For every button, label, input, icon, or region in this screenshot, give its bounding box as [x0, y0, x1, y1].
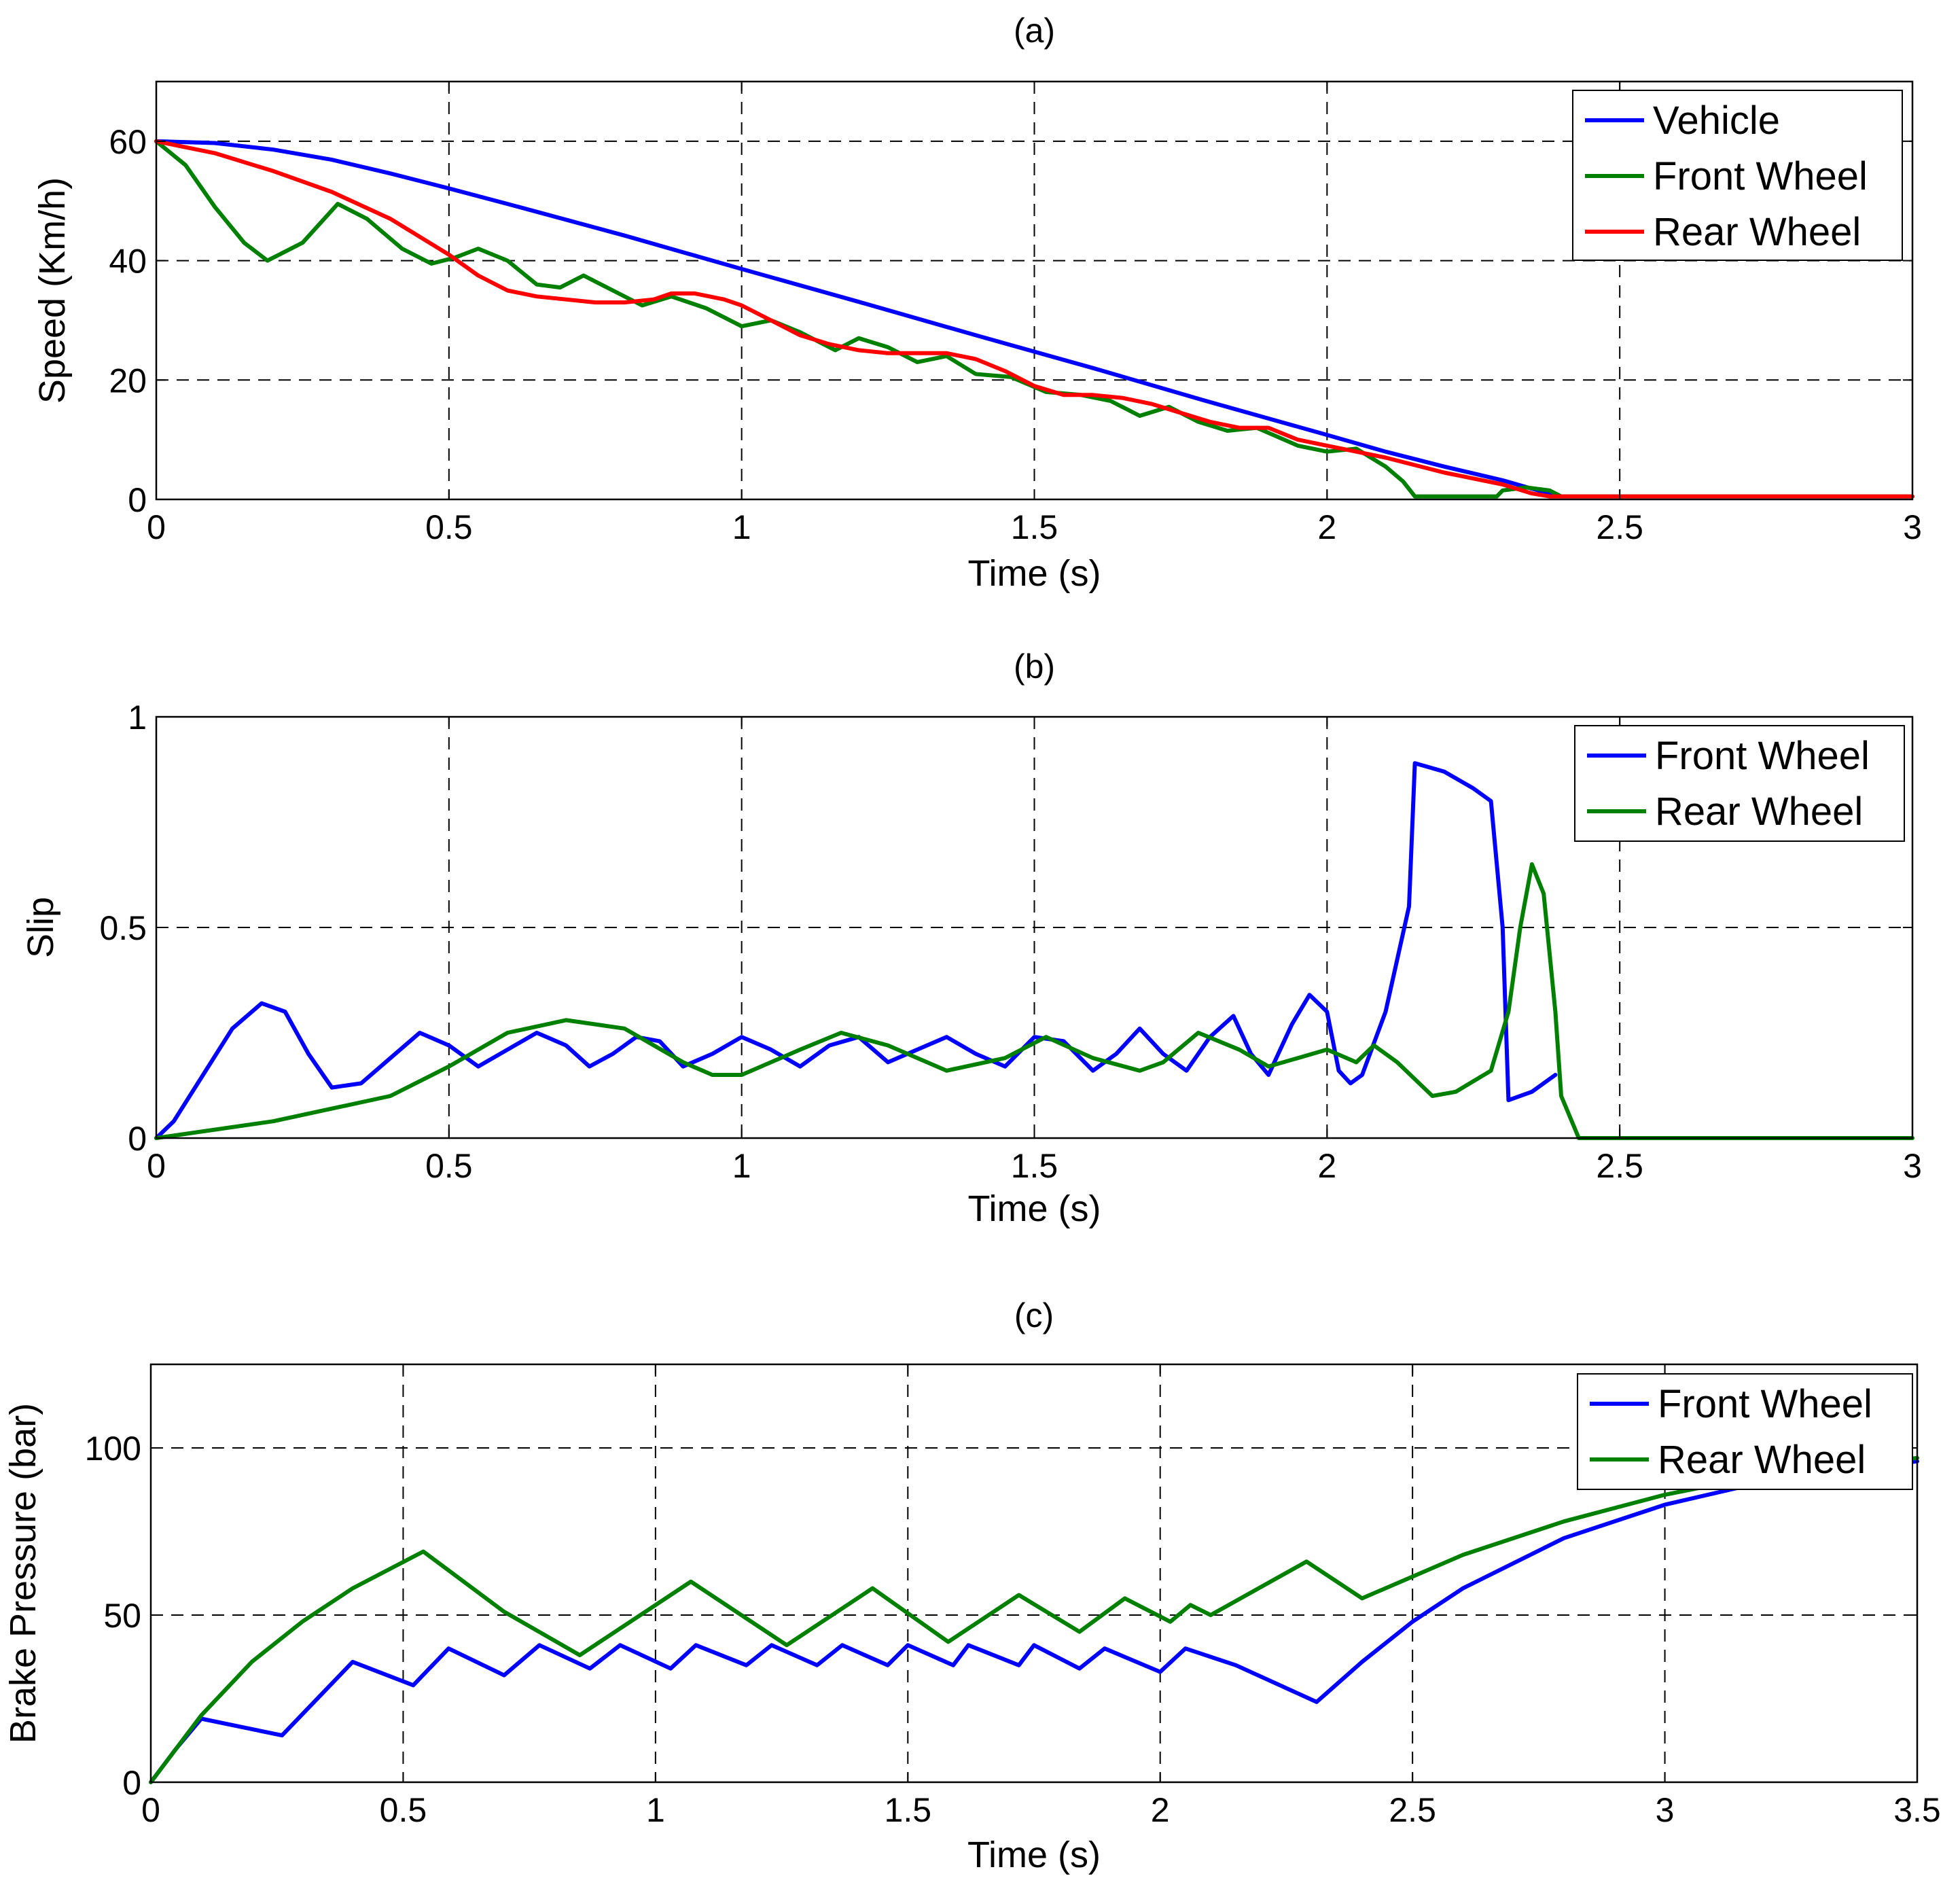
x-tick-label: 1 [732, 508, 751, 546]
y-tick-label: 0 [128, 1120, 147, 1158]
legend-label: Front Wheel [1653, 154, 1868, 198]
legend-label: Rear Wheel [1658, 1438, 1866, 1482]
y-tick-label: 60 [109, 123, 147, 161]
x-tick-label: 0.5 [425, 1147, 473, 1185]
axes-frame [149, 1363, 1919, 1784]
legend: Vehicle Front Wheel Rear Wheel [1572, 90, 1903, 261]
chart-title: (b) [1014, 648, 1055, 686]
x-tick-label: 2 [1317, 1147, 1336, 1185]
x-tick-label: 1 [732, 1147, 751, 1185]
x-tick-label: 2.5 [1596, 508, 1643, 546]
x-tick-label: 2.5 [1596, 1147, 1643, 1185]
legend-label: Vehicle [1653, 99, 1780, 143]
chart-title: (c) [1014, 1296, 1054, 1334]
y-tick-label: 40 [109, 243, 147, 281]
series-line-front-wheel [149, 1459, 1919, 1784]
x-tick-label: 1.5 [1011, 1147, 1058, 1185]
x-tick-label: 1.5 [1011, 508, 1058, 546]
y-tick-label: 50 [103, 1597, 141, 1635]
speed-chart: 0 0.5 1 1.5 2 2.5 3 0 20 40 60 (a) Time (s) Speed (Km… [32, 12, 1922, 594]
x-tick-label: 1.5 [885, 1791, 932, 1829]
x-tick-label: 2 [1151, 1791, 1170, 1829]
legend: Front Wheel Rear Wheel [1574, 725, 1905, 842]
x-tick-label: 0 [147, 1147, 166, 1185]
x-tick-label: 3 [1903, 1147, 1922, 1185]
series-line-vehicle [154, 139, 1563, 499]
x-tick-label: 3.5 [1893, 1791, 1941, 1829]
x-tick-label: 1 [646, 1791, 665, 1829]
series-line-rear-wheel [149, 1455, 1919, 1784]
legend-label: Rear Wheel [1655, 790, 1863, 834]
x-tick-label: 2 [1317, 508, 1336, 546]
x-axis-label: Time (s) [967, 1835, 1101, 1875]
series-line-rear-wheel [154, 862, 1914, 1140]
legend-box [1574, 725, 1905, 842]
y-tick-label: 0 [122, 1764, 141, 1802]
x-tick-label: 0 [147, 508, 166, 546]
legend-label: Front Wheel [1658, 1382, 1872, 1426]
slip-chart: 0 0.5 1 1.5 2 2.5 3 0 0.5 1 (b) Time (s) Slip Front W… [20, 648, 1922, 1229]
x-axis-label: Time (s) [968, 1188, 1101, 1229]
y-axis-label: Speed (Km/h) [32, 177, 73, 404]
legend-box [1577, 1373, 1913, 1490]
series-line-rear-wheel [154, 139, 1914, 499]
y-tick-label: 0.5 [99, 909, 147, 947]
x-tick-label: 2.5 [1389, 1791, 1436, 1829]
legend: Front Wheel Rear Wheel [1577, 1373, 1913, 1490]
y-tick-label: 1 [128, 698, 147, 737]
x-tick-label: 0.5 [380, 1791, 427, 1829]
y-axis-label: Slip [20, 897, 61, 958]
brake-pressure-chart: 0 0.5 1 1.5 2 2.5 3 3.5 0 50 100 (c) Time (s) Brake P… [3, 1296, 1941, 1875]
y-tick-label: 0 [128, 481, 147, 519]
x-tick-label: 3 [1656, 1791, 1675, 1829]
x-tick-label: 3 [1903, 508, 1922, 546]
y-tick-label: 20 [109, 361, 147, 400]
y-axis-label: Brake Pressure (bar) [3, 1403, 43, 1743]
series-line-front-wheel [154, 139, 1914, 499]
x-axis-label: Time (s) [968, 553, 1101, 594]
legend-label: Front Wheel [1655, 734, 1870, 778]
series-line-front-wheel [154, 761, 1558, 1140]
x-tick-label: 0.5 [425, 508, 473, 546]
y-tick-label: 100 [85, 1430, 141, 1468]
legend-label: Rear Wheel [1653, 210, 1861, 254]
x-tick-label: 0 [141, 1791, 160, 1829]
chart-title: (a) [1014, 12, 1055, 50]
